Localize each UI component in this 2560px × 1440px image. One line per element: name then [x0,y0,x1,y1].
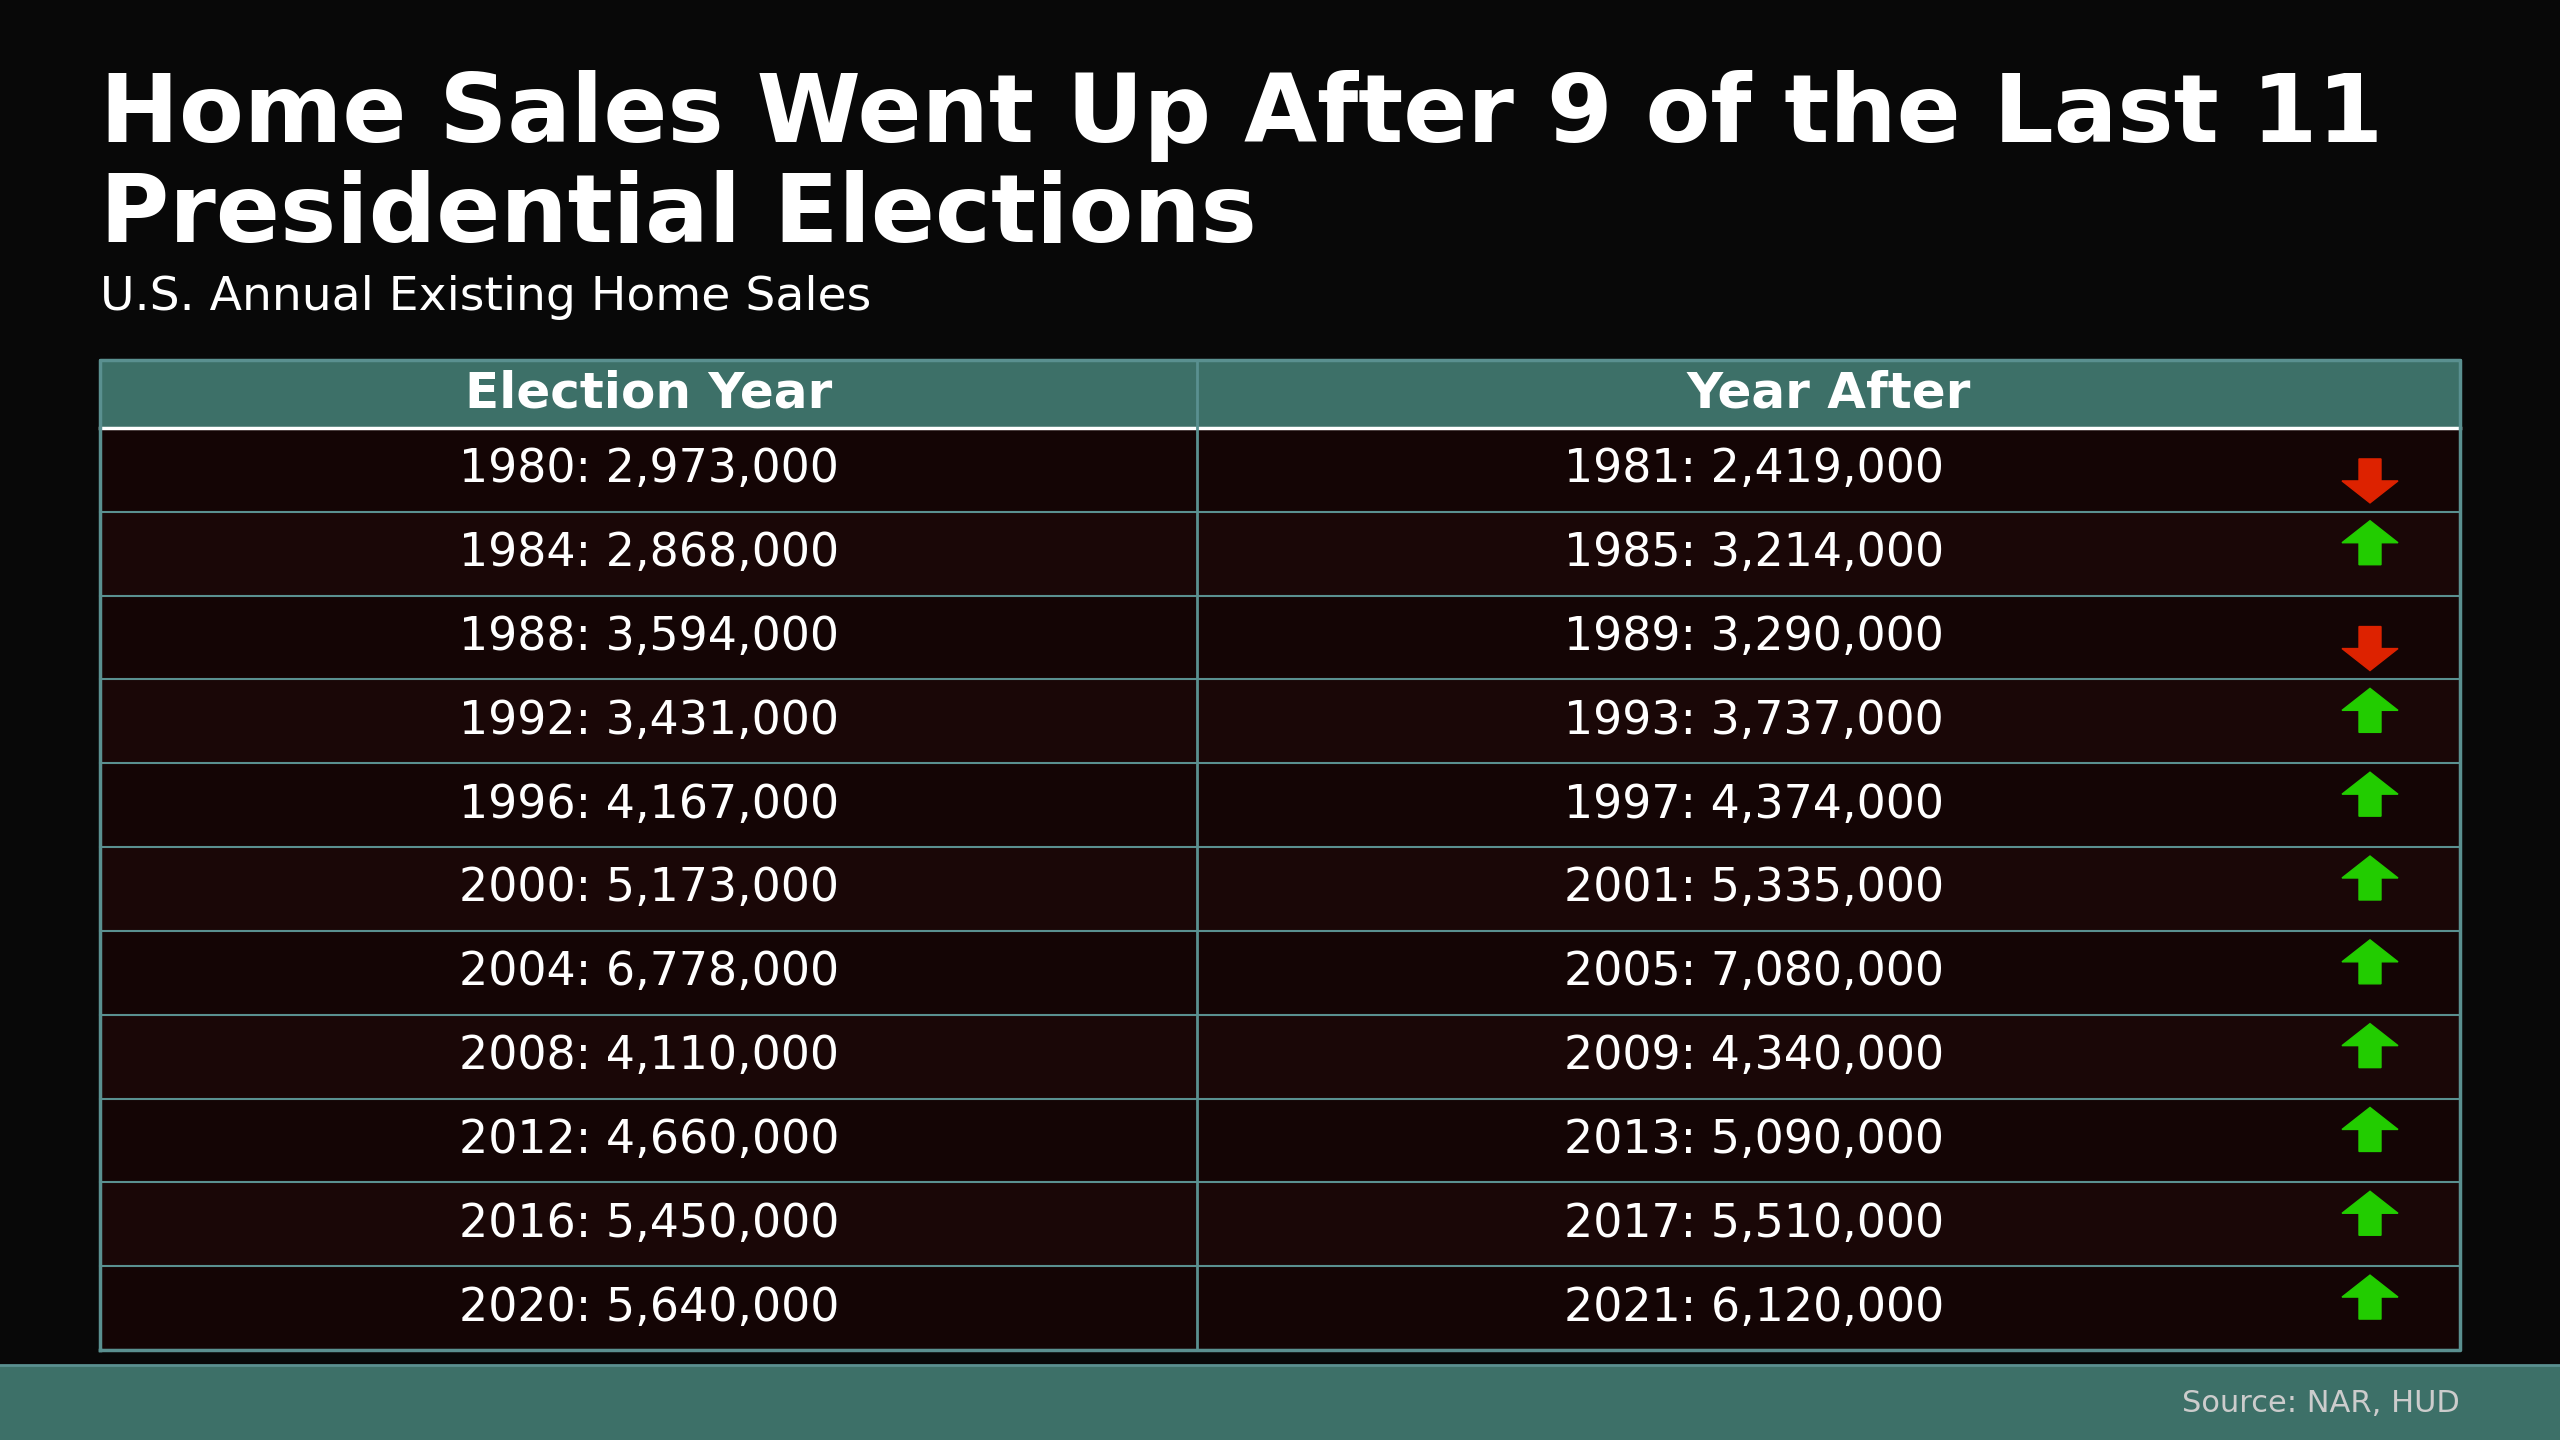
Polygon shape [2342,1191,2399,1236]
Text: U.S. Annual Existing Home Sales: U.S. Annual Existing Home Sales [100,275,870,320]
Bar [100,428,2460,511]
Bar [100,1015,2460,1099]
Bar [100,1266,2460,1351]
Text: 2005: 7,080,000: 2005: 7,080,000 [1564,950,1943,995]
Bar [100,847,2460,930]
Text: Election Year: Election Year [466,370,832,418]
Text: 1996: 4,167,000: 1996: 4,167,000 [458,783,840,828]
Text: 1989: 3,290,000: 1989: 3,290,000 [1564,615,1943,660]
Polygon shape [2342,626,2399,671]
Text: 2013: 5,090,000: 2013: 5,090,000 [1564,1117,1943,1164]
Polygon shape [2342,459,2399,503]
Bar [100,596,2460,680]
Bar [100,1099,2460,1182]
Text: 2000: 5,173,000: 2000: 5,173,000 [458,867,840,912]
Bar [100,680,2460,763]
Text: 2017: 5,510,000: 2017: 5,510,000 [1564,1202,1943,1247]
Text: 2008: 4,110,000: 2008: 4,110,000 [458,1034,840,1079]
Text: 1997: 4,374,000: 1997: 4,374,000 [1564,783,1943,828]
Polygon shape [2342,940,2399,984]
Bar [100,763,2460,847]
Text: 2001: 5,335,000: 2001: 5,335,000 [1564,867,1943,912]
Bar [100,1182,2460,1266]
Polygon shape [2342,521,2399,564]
Text: 1980: 2,973,000: 1980: 2,973,000 [458,448,840,492]
Bar [100,511,2460,596]
Text: 2004: 6,778,000: 2004: 6,778,000 [458,950,840,995]
Text: 2021: 6,120,000: 2021: 6,120,000 [1564,1286,1943,1331]
Text: 2009: 4,340,000: 2009: 4,340,000 [1564,1034,1943,1079]
Bar [0,1365,2560,1440]
Text: 1988: 3,594,000: 1988: 3,594,000 [458,615,840,660]
Text: 1993: 3,737,000: 1993: 3,737,000 [1564,698,1943,744]
Polygon shape [2342,1107,2399,1152]
Text: Home Sales Went Up After 9 of the Last 11: Home Sales Went Up After 9 of the Last 1… [100,71,2383,161]
Text: 1984: 2,868,000: 1984: 2,868,000 [458,531,840,576]
Bar [100,930,2460,1015]
Text: 1985: 3,214,000: 1985: 3,214,000 [1564,531,1943,576]
Text: 2020: 5,640,000: 2020: 5,640,000 [458,1286,840,1331]
Text: 1981: 2,419,000: 1981: 2,419,000 [1564,448,1943,492]
Text: Year After: Year After [1687,370,1971,418]
Text: Source: NAR, HUD: Source: NAR, HUD [2181,1388,2460,1417]
Polygon shape [2342,1274,2399,1319]
Text: 2016: 5,450,000: 2016: 5,450,000 [458,1202,840,1247]
Text: 2012: 4,660,000: 2012: 4,660,000 [458,1117,840,1164]
Polygon shape [2342,855,2399,900]
Text: 1992: 3,431,000: 1992: 3,431,000 [458,698,840,744]
Text: Presidential Elections: Presidential Elections [100,170,1257,262]
Polygon shape [2342,688,2399,733]
Polygon shape [2342,1024,2399,1067]
Polygon shape [2342,772,2399,816]
Bar [100,360,2460,428]
